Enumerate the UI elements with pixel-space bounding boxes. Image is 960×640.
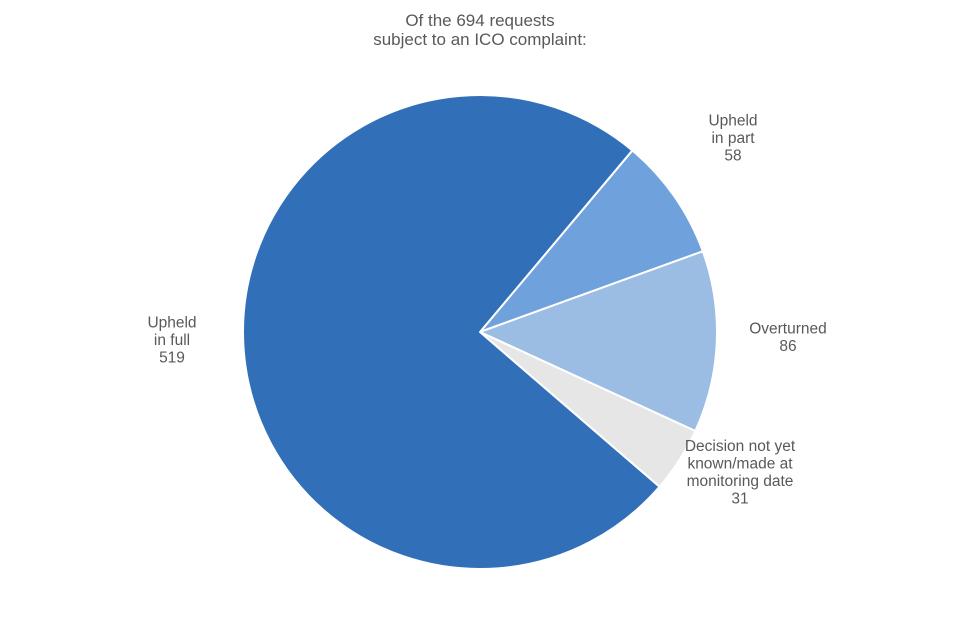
- chart-title: Of the 694 requests subject to an ICO co…: [0, 11, 960, 49]
- pie-slices: [242, 94, 718, 570]
- slice-label: Upheld in part 58: [708, 113, 757, 165]
- chart-title-line-2: subject to an ICO complaint:: [373, 30, 587, 49]
- slice-label-line: Upheld: [708, 113, 757, 130]
- slice-label-line: monitoring date: [687, 473, 794, 490]
- slice-label: Overturned 86: [749, 320, 827, 355]
- slice-label-line: in full: [154, 332, 190, 349]
- slice-label-line: in part: [711, 130, 755, 147]
- slice-label: Upheld in full 519: [147, 315, 196, 367]
- pie-slice: [242, 94, 661, 570]
- pie-slice: [479, 250, 718, 433]
- pie-slice: [479, 149, 704, 333]
- slice-value: 86: [779, 338, 796, 355]
- slice-value: 31: [731, 490, 748, 507]
- slice-label-line: Upheld: [147, 315, 196, 332]
- slice-label: Decision not yet known/made at monitoring …: [685, 438, 796, 508]
- slice-label-line: Overturned: [749, 320, 827, 337]
- chart-title-line-1: Of the 694 requests: [405, 11, 555, 30]
- slice-value: 519: [159, 350, 185, 367]
- slice-value: 58: [724, 148, 741, 165]
- slice-label-line: Decision not yet: [685, 438, 796, 455]
- slice-label-line: known/made at: [687, 455, 793, 472]
